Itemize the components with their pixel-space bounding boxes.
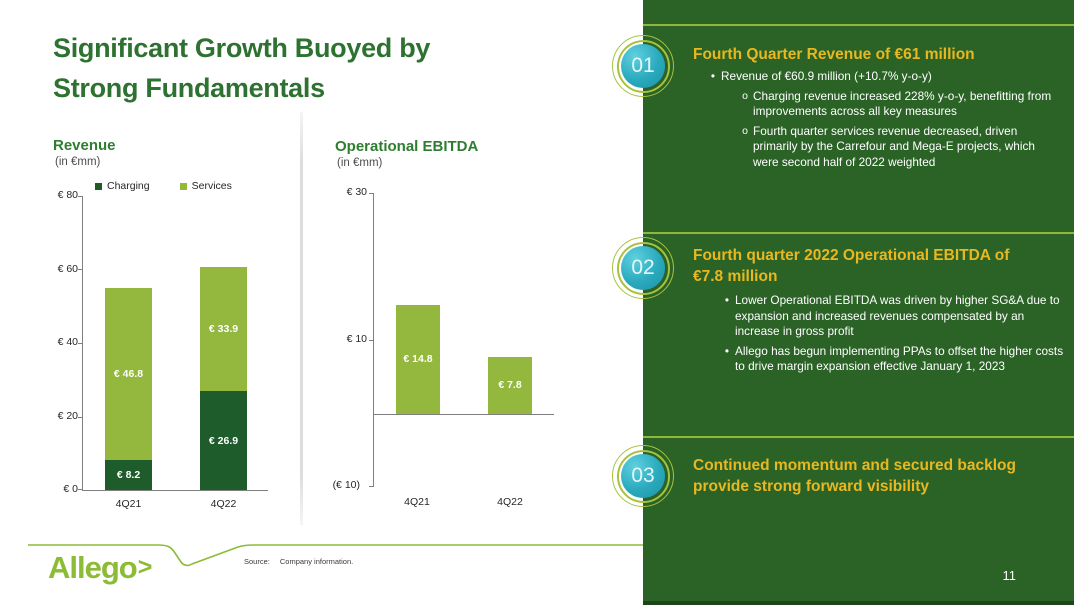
bullet-marker: • (724, 343, 730, 358)
revenue-xtick-4q22: 4Q22 (210, 498, 237, 510)
ebitda-ytick-30: € 30 (346, 186, 367, 198)
ebitda-xtick-4q22: 4Q22 (497, 496, 523, 508)
legend-swatch-charging-icon (95, 182, 102, 190)
section-heading: Fourth quarter 2022 Operational EBITDA o… (693, 247, 1010, 285)
panel-divider (643, 232, 1074, 234)
revenue-xtick-4q21: 4Q21 (115, 498, 142, 510)
footer-swoosh-line (28, 544, 643, 567)
highlights-panel: 01 02 03 Fourth Quarter Revenue of €61 m… (612, 0, 1074, 605)
section-number-02: 02 (621, 246, 665, 290)
section-number-03: 03 (621, 454, 665, 498)
ebitda-tick (369, 486, 373, 487)
legend-item-services: Services (179, 180, 232, 192)
revenue-ytick-80: € 80 (57, 189, 78, 201)
revenue-segment-services-4q21: € 46.8 (105, 287, 152, 460)
revenue-tick (78, 417, 82, 418)
revenue-bars: € 46.8 € 8.2 € 33.9 € 26.9 (83, 196, 268, 490)
revenue-ytick-0: € 0 (63, 483, 78, 495)
section-heading: Fourth Quarter Revenue of €61 million (693, 46, 975, 63)
section-number-badge-02: 02 (612, 237, 674, 299)
allego-logo: Allego> (48, 550, 153, 586)
bullet-marker: • (710, 69, 716, 83)
source-note: Source: Company information. (244, 557, 353, 566)
ebitda-bars: € 14.8 € 7.8 (374, 193, 554, 414)
revenue-bar-4q22: € 33.9 € 26.9 (200, 266, 247, 490)
allego-logo-text: Allego (48, 550, 138, 585)
sub-bullet-text: Charging revenue increased 228% y-o-y, b… (753, 88, 1052, 119)
bullet: • Revenue of €60.9 million (+10.7% y-o-y… (693, 69, 1071, 85)
revenue-segment-services-4q22: € 33.9 (200, 266, 247, 392)
value-label: € 46.8 (113, 367, 144, 380)
revenue-bar-4q21: € 46.8 € 8.2 (105, 287, 152, 490)
value-label: € 7.8 (498, 379, 522, 392)
sub-bullet: o Fourth quarter services revenue decrea… (693, 124, 1071, 171)
chart-divider (300, 112, 303, 525)
revenue-y-axis (82, 196, 83, 490)
ebitda-ytick-neg10: (€ 10) (332, 479, 360, 491)
panel-bottom-strip (643, 601, 1074, 605)
bullet: • Allego has begun implementing PPAs to … (693, 344, 1071, 375)
legend-label-services: Services (191, 180, 232, 192)
revenue-tick (78, 269, 82, 270)
section-outlook: Continued momentum and secured backlog p… (693, 455, 1071, 497)
ebitda-bar-4q22: € 7.8 (488, 356, 532, 414)
bullet-text: Revenue of €60.9 million (+10.7% y-o-y) (721, 69, 932, 83)
value-label: € 33.9 (208, 322, 239, 335)
ebitda-ytick-10: € 10 (346, 333, 367, 345)
bullet-text: Allego has begun implementing PPAs to of… (735, 343, 1064, 374)
revenue-tick (78, 489, 82, 490)
page-title: Significant Growth Buoyed by Strong Fund… (53, 28, 430, 108)
section-ebitda: Fourth quarter 2022 Operational EBITDA o… (693, 245, 1071, 375)
revenue-chart-subtitle: (in €mm) (55, 156, 101, 168)
ebitda-tick (369, 193, 373, 194)
value-label: € 26.9 (208, 434, 239, 447)
panel-divider (643, 436, 1074, 438)
sub-bullet-marker: o (742, 89, 748, 102)
revenue-legend: Charging Services (95, 180, 232, 192)
ebitda-y-axis (373, 193, 374, 487)
ebitda-xtick-4q21: 4Q21 (404, 496, 430, 508)
ebitda-bar-4q21: € 14.8 (396, 304, 440, 414)
ebitda-zero-line (373, 414, 554, 415)
revenue-segment-charging-4q21: € 8.2 (105, 459, 152, 490)
legend-swatch-services-icon (179, 182, 187, 190)
bullet-text: Lower Operational EBITDA was driven by h… (735, 293, 1060, 338)
revenue-ytick-20: € 20 (57, 410, 78, 422)
revenue-chart-title: Revenue (53, 137, 116, 154)
page-title-line1: Significant Growth Buoyed by (53, 33, 431, 63)
revenue-segment-charging-4q22: € 26.9 (200, 391, 247, 490)
value-label: € 8.2 (116, 468, 141, 481)
value-label: € 14.8 (403, 353, 433, 366)
section-number-badge-03: 03 (612, 445, 674, 507)
section-heading: Continued momentum and secured backlog p… (693, 457, 1016, 495)
source-label: Source: (244, 557, 270, 566)
bullet: • Lower Operational EBITDA was driven by… (693, 293, 1071, 340)
sub-bullet-text: Fourth quarter services revenue decrease… (753, 123, 1035, 169)
panel-divider (643, 24, 1074, 26)
ebitda-tick (369, 340, 373, 341)
section-number-01: 01 (621, 44, 665, 88)
legend-item-charging: Charging (95, 180, 150, 192)
revenue-ytick-60: € 60 (57, 263, 78, 275)
sub-bullet: o Charging revenue increased 228% y-o-y,… (693, 89, 1071, 120)
section-number-badge-01: 01 (612, 35, 674, 97)
revenue-tick (78, 343, 82, 344)
allego-logo-arrow-icon: > (137, 553, 153, 581)
revenue-tick (78, 196, 82, 197)
bullet-marker: • (724, 293, 730, 307)
sub-bullet-marker: o (742, 124, 748, 137)
source-text: Company information. (279, 557, 354, 566)
revenue-ytick-40: € 40 (57, 336, 78, 348)
revenue-x-axis (82, 490, 268, 491)
page-number: 11 (1002, 568, 1017, 583)
legend-label-charging: Charging (107, 180, 150, 192)
ebitda-chart-title: Operational EBITDA (335, 138, 479, 155)
page-title-line2: Strong Fundamentals (53, 73, 325, 103)
section-revenue: Fourth Quarter Revenue of €61 million • … (693, 44, 1071, 170)
ebitda-chart-subtitle: (in €mm) (337, 157, 383, 169)
